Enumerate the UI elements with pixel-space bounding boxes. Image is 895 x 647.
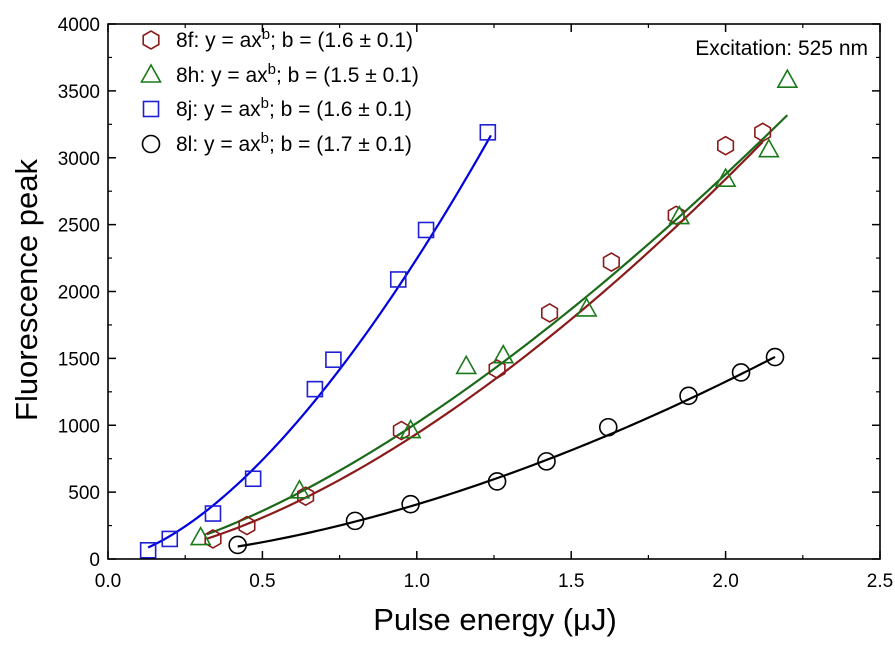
y-tick-label: 2000 <box>58 283 100 304</box>
x-tick-label: 0.5 <box>249 571 275 592</box>
y-tick-label: 500 <box>68 483 100 504</box>
marker-8j <box>325 351 342 369</box>
marker-8f <box>392 420 410 441</box>
legend-label-8h: 8h: y = axb; b = (1.5 ± 0.1) <box>176 61 419 88</box>
marker-8f <box>754 122 772 143</box>
marker-8h <box>757 138 780 158</box>
legend-label-8j: 8j: y = axb; b = (1.6 ± 0.1) <box>176 95 412 122</box>
fit-line-8j <box>147 134 492 549</box>
marker-8j <box>139 542 157 559</box>
axes <box>107 23 881 560</box>
x-tick-label: 0.0 <box>95 571 121 592</box>
marker-8h <box>575 297 598 317</box>
marker-8l <box>598 417 618 437</box>
marker-8l <box>228 535 247 555</box>
marker-8j <box>244 470 262 488</box>
marker-8l <box>537 452 556 471</box>
fit-line-8h <box>206 114 789 536</box>
legend: 8f: y = axb; b = (1.6 ± 0.1) 8h: y = axb;… <box>140 26 419 157</box>
legend-marker-8h <box>140 63 162 83</box>
y-axis-label: Fluorescence peak <box>9 159 44 421</box>
marker-8f <box>238 515 256 536</box>
marker-8f <box>488 359 506 380</box>
marker-8j <box>389 271 407 288</box>
fit-line-8f <box>206 141 764 540</box>
x-tick-label: 1.5 <box>558 571 584 592</box>
legend-label-8l: 8l: y = axb; b = (1.7 ± 0.1) <box>176 130 412 157</box>
marker-8l <box>731 363 751 382</box>
x-axis-label: Pulse energy (μJ) <box>373 602 617 637</box>
y-tick-label: 2500 <box>58 216 100 237</box>
marker-8j <box>161 530 179 548</box>
fit-line-8l <box>237 355 776 548</box>
marker-8l <box>765 347 785 367</box>
marker-8j <box>479 124 497 141</box>
marker-8f <box>717 135 735 156</box>
marker-8l <box>401 494 420 514</box>
marker-8h <box>455 354 478 375</box>
marker-8h <box>189 525 212 546</box>
legend-marker-8j <box>142 100 160 118</box>
marker-8h <box>288 479 311 499</box>
marker-8j <box>204 505 222 522</box>
marker-8h <box>714 167 737 187</box>
marker-8h <box>776 68 799 88</box>
y-tick-label: 1000 <box>58 416 100 437</box>
marker-8j <box>417 221 435 239</box>
y-tick-label: 3500 <box>58 82 100 103</box>
y-tick-label: 4000 <box>58 15 100 36</box>
y-tick-label: 3000 <box>58 149 100 170</box>
x-tick-label: 1.0 <box>404 571 430 592</box>
x-tick-label: 2.5 <box>867 571 893 592</box>
annotation-excitation: Excitation: 525 nm <box>695 37 868 60</box>
x-tick-label: 2.0 <box>712 571 738 592</box>
marker-8l <box>487 472 507 491</box>
marker-8j <box>306 380 324 398</box>
marker-8l <box>679 386 698 406</box>
y-tick-label: 0 <box>89 550 100 571</box>
marker-8h <box>668 204 691 225</box>
tick-labels: 0.0 0.5 1.0 1.5 2.0 2.5 0 500 1000 1500 2000 2500 30… <box>58 15 893 592</box>
marker-8f <box>602 252 620 272</box>
legend-label-8f: 8f: y = axb; b = (1.6 ± 0.1) <box>176 26 413 53</box>
marker-8l <box>345 511 365 531</box>
marker-8h <box>492 344 515 364</box>
fit-curves <box>147 114 789 549</box>
y-tick-label: 1500 <box>58 349 100 370</box>
legend-marker-8f <box>142 30 160 50</box>
data-markers <box>139 68 799 559</box>
legend-marker-8l <box>141 134 161 154</box>
marker-8f <box>297 486 315 507</box>
marker-8h <box>399 418 422 439</box>
marker-8f <box>540 302 559 323</box>
